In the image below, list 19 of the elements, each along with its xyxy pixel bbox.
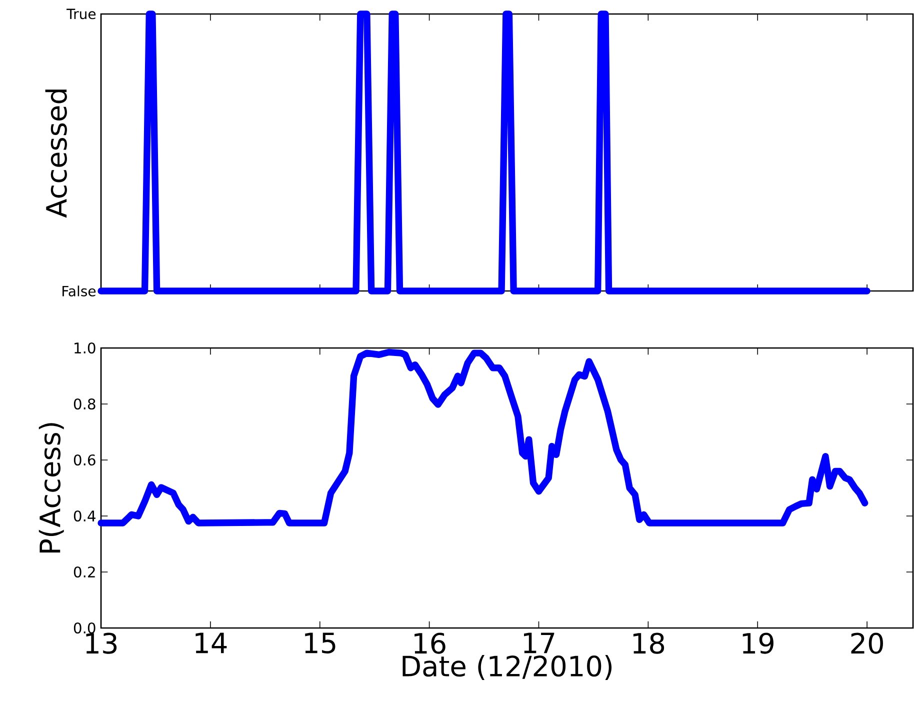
x-axis-title: Date (12/2010) — [402, 655, 612, 680]
x-tick-label: 15 — [305, 632, 336, 654]
x-tick-label: 13 — [86, 632, 117, 654]
y-tick-label: 0.2 — [74, 566, 95, 578]
y-axis-title: P(Access) — [38, 423, 64, 553]
y-tick-label: 0.8 — [74, 398, 96, 410]
y-tick-label: 1.0 — [74, 342, 96, 354]
y-tick-label: 0.4 — [74, 510, 96, 522]
x-tick-label: 16 — [414, 632, 446, 654]
x-tick-label: 19 — [742, 632, 774, 654]
y-tick-label: 0.6 — [74, 454, 96, 466]
x-tick-label: 20 — [851, 632, 883, 654]
x-tick-label: 17 — [524, 632, 554, 654]
x-tick-label: 18 — [633, 632, 664, 654]
x-tick-label: 14 — [196, 632, 227, 654]
y-axis-title: Accessed — [45, 90, 67, 218]
text: False — [62, 286, 96, 296]
text: True — [66, 8, 96, 20]
y-tick-label: 0.0 — [74, 622, 96, 634]
